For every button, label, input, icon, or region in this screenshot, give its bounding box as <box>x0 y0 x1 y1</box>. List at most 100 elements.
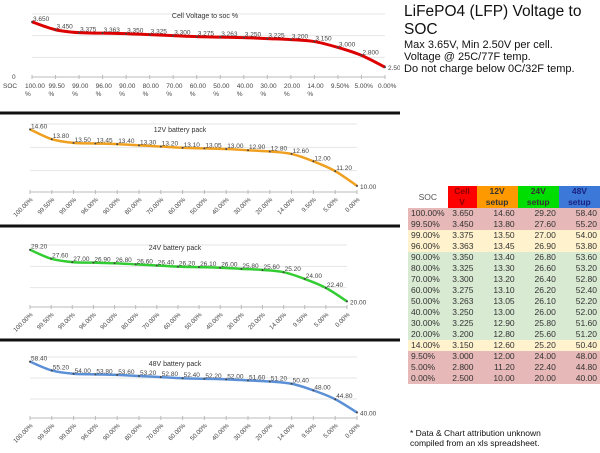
data-label: 2.800 <box>362 49 379 56</box>
table-cell: 25.60 <box>534 329 556 339</box>
data-point <box>312 389 315 392</box>
x-tick-label: 90.00% <box>99 311 119 331</box>
section-divider <box>0 224 400 228</box>
data-label: 3.250 <box>245 32 262 39</box>
data-point <box>181 146 184 149</box>
data-point <box>138 144 140 147</box>
table-cell: 5.00% <box>411 362 436 372</box>
table-cell: 25.20 <box>534 340 556 350</box>
x-tick-label: 100.00% <box>12 422 35 445</box>
table-cell: 12.60 <box>493 340 515 350</box>
data-point <box>225 378 228 381</box>
data-label: 29.20 <box>31 244 48 251</box>
data-point <box>94 142 97 145</box>
table-cell: 27.60 <box>534 219 556 229</box>
table-cell: 40.00 <box>575 373 597 383</box>
table-cell: 13.45 <box>493 241 515 251</box>
data-label: 40.00 <box>360 410 377 417</box>
data-label: 3.650 <box>33 16 50 23</box>
data-point <box>290 382 293 385</box>
x-tick-label: 70.00% <box>166 83 183 98</box>
x-tick-label: 50.00% <box>189 422 209 442</box>
table-cell: 40.00% <box>411 307 440 317</box>
table-row: 96.00% 3.363 13.45 26.90 53.80 <box>408 241 600 252</box>
data-label: 51.20 <box>271 376 288 383</box>
spec-line: Do not charge below 0C/32F temp. <box>404 63 575 75</box>
x-tick-label: 80.00% <box>124 196 144 216</box>
section-divider <box>0 111 400 115</box>
data-label: 54.00 <box>75 368 92 375</box>
x-tick-label: 60.00% <box>167 422 187 442</box>
data-label: 26.00 <box>221 262 238 269</box>
x-tick-label: 99.00% <box>57 311 77 331</box>
x-tick-label: 90.00% <box>119 83 136 98</box>
data-label: 52.80 <box>162 371 179 378</box>
x-tick-label: 96.00% <box>80 196 100 216</box>
data-point <box>313 40 316 43</box>
table-row: 14.00% 3.150 12.60 25.20 50.40 <box>408 340 600 351</box>
data-point <box>148 33 151 36</box>
x-tick-label: 99.00% <box>58 422 78 442</box>
x-tick-label: 96.00% <box>80 422 100 442</box>
data-point <box>78 31 81 34</box>
data-label: 55.20 <box>53 364 70 371</box>
data-label: 12.80 <box>271 145 288 152</box>
data-point <box>346 300 348 303</box>
data-point <box>50 138 53 141</box>
data-label: 12.00 <box>314 155 331 162</box>
data-label: 26.20 <box>179 261 196 268</box>
soc-table: SOC Cell V 12V setup 24V setup 48V setup 100.… <box>408 186 600 384</box>
data-point <box>71 261 74 264</box>
data-point <box>181 377 184 380</box>
data-label: 52.40 <box>184 372 201 379</box>
table-row: 30.00% 3.225 12.90 25.80 51.60 <box>408 318 600 329</box>
data-label: 24.00 <box>306 273 323 280</box>
x-tick-label: 30.00% <box>260 83 277 98</box>
table-cell: 53.60 <box>575 252 597 262</box>
data-label: 26.90 <box>94 257 111 264</box>
x-tick-label: 60.00% <box>167 196 187 216</box>
x-tick-label: 14.00% <box>307 83 324 98</box>
data-label: 3.375 <box>80 27 97 34</box>
series-line <box>29 360 358 414</box>
x-tick-label: 5.00% <box>313 311 331 329</box>
x-tick-label: 70.00% <box>145 196 165 216</box>
data-label: 3.450 <box>57 24 74 31</box>
series-line <box>29 248 348 303</box>
charts-area: Cell Voltage to soc % 3.650 100.00 % 3.450 99… <box>0 13 400 445</box>
data-label: 13.80 <box>53 133 70 140</box>
x-tick-label: 40.00% <box>237 83 254 98</box>
table-row: 20.00% 3.200 12.80 25.60 51.20 <box>408 329 600 340</box>
x-tick-label: 50.00% <box>184 311 204 331</box>
x-tick-label: 20.00% <box>254 422 274 442</box>
data-point <box>50 257 53 260</box>
data-point <box>268 380 271 383</box>
data-label: 3.263 <box>221 31 238 38</box>
x-tick-label: 99.50% <box>36 196 56 216</box>
data-point <box>261 268 264 271</box>
data-point <box>334 398 337 401</box>
section-divider <box>0 338 400 342</box>
table-cell: 24.00 <box>534 351 556 361</box>
x-tick-label: 14.00% <box>276 422 296 442</box>
data-label: 3.200 <box>292 34 309 41</box>
data-point <box>101 32 104 35</box>
x-tick-label: 0.00% <box>378 83 397 90</box>
data-label: 13.20 <box>162 141 179 148</box>
table-cell: 3.300 <box>452 274 474 284</box>
chart-title: 48V battery pack <box>149 361 202 368</box>
data-point <box>138 375 140 377</box>
footnote: * Data & Chart attribution unknown compi… <box>410 428 541 448</box>
table-cell: 25.80 <box>534 318 556 328</box>
table-row: 70.00% 3.300 13.20 26.40 52.80 <box>408 274 600 285</box>
table-row: 80.00% 3.325 13.30 26.60 53.20 <box>408 263 600 274</box>
data-label: 51.60 <box>249 374 266 381</box>
data-point <box>240 267 243 270</box>
table-cell: 12.00 <box>493 351 515 361</box>
table-cell: 52.00 <box>575 307 597 317</box>
x-tick-label: 60.00% <box>163 311 183 331</box>
data-point <box>134 263 137 266</box>
chart-0: Cell Voltage to soc % 3.650 100.00 % 3.450 99… <box>3 13 400 98</box>
table-row: 9.50% 3.000 12.00 24.00 48.00 <box>408 351 600 362</box>
data-point <box>225 148 228 151</box>
